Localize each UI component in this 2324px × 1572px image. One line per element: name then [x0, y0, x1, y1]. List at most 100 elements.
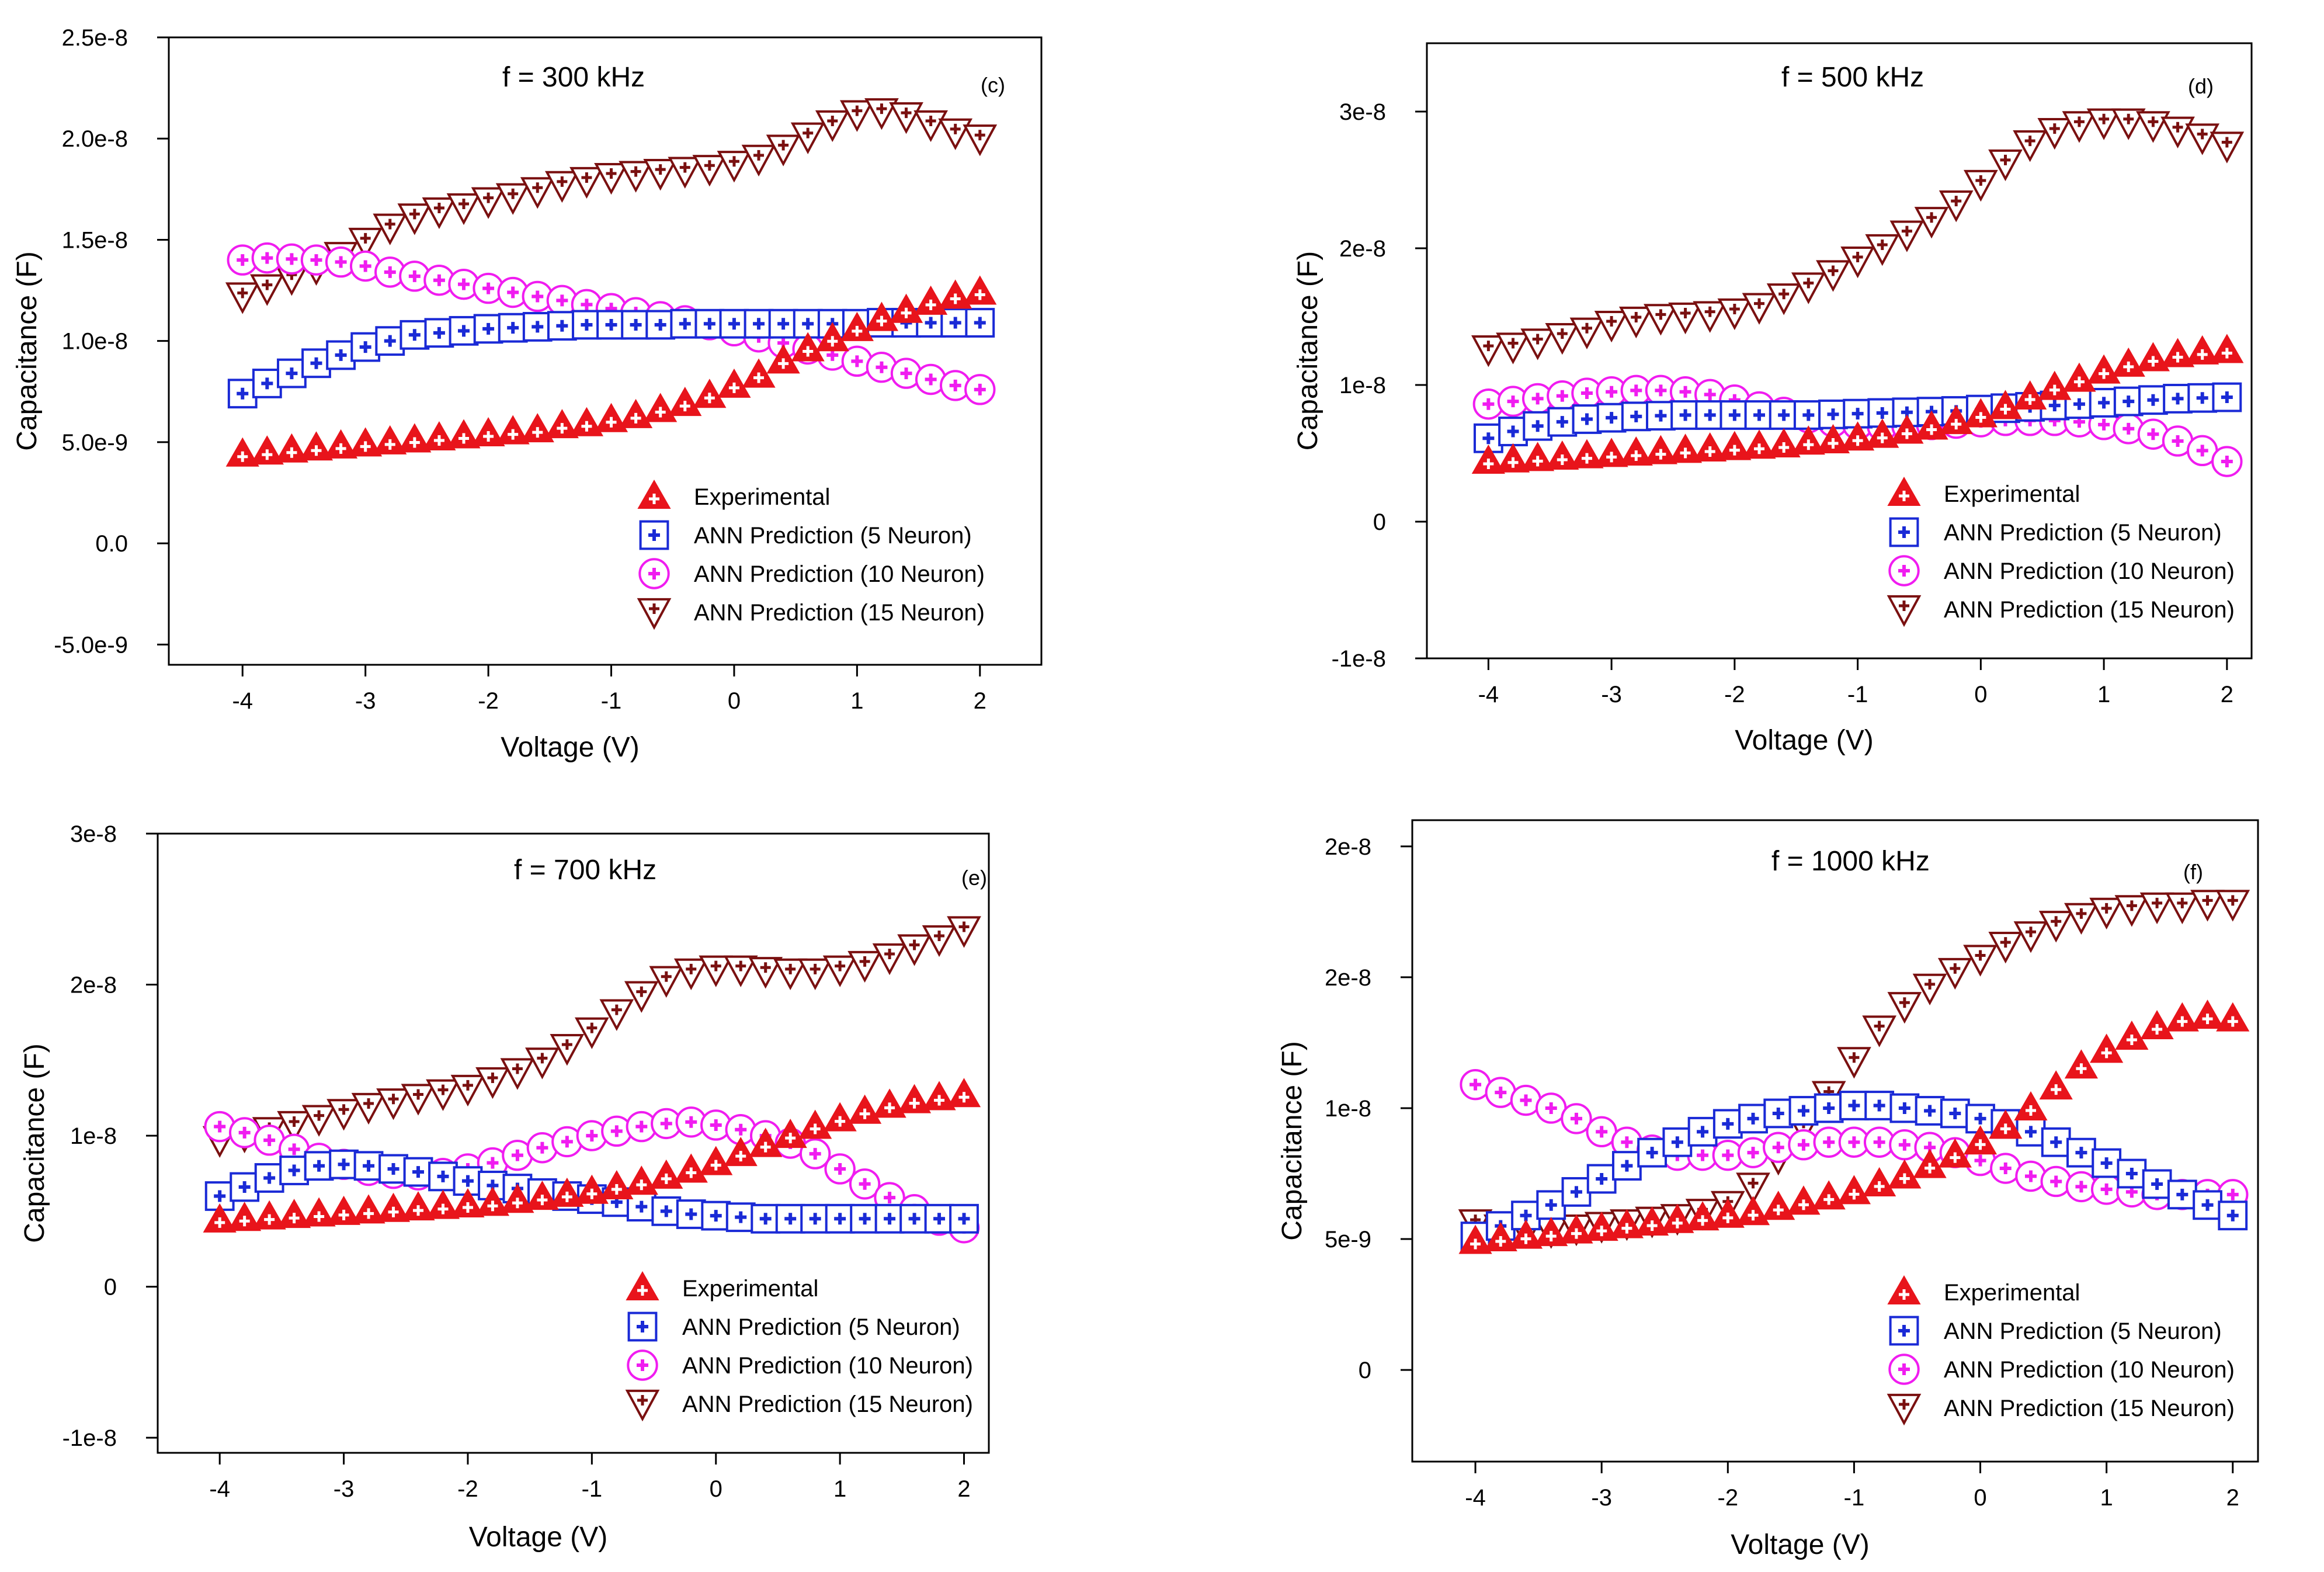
data-point-ann5 [1646, 401, 1676, 431]
y-tick-label: 1e-8 [1325, 1096, 1371, 1122]
data-point-ann15 [2190, 890, 2225, 922]
data-point-experimental [2013, 380, 2047, 410]
x-tick-label: -2 [457, 1476, 478, 1502]
data-point-experimental [1812, 1180, 1846, 1210]
data-point-experimental [864, 301, 899, 331]
legend-marker-ann10 [638, 558, 670, 589]
data-point-experimental [302, 1197, 336, 1227]
data-point-ann5 [1839, 1091, 1869, 1120]
data-point-ann15 [692, 155, 727, 187]
data-point-ann5 [2138, 385, 2168, 415]
data-point-ann5 [453, 1166, 483, 1196]
data-point-experimental [1595, 438, 1628, 467]
data-point-experimental [1742, 429, 1776, 459]
data-point-ann5 [2218, 1200, 2248, 1231]
legend-marker-ann10 [1888, 555, 1920, 587]
data-point-experimental [2216, 1002, 2250, 1032]
chart-title: f = 700 kHz [514, 855, 656, 886]
data-point-ann5 [1892, 397, 1922, 428]
data-point-ann15 [1865, 234, 1900, 266]
data-point-experimental [376, 1192, 411, 1222]
legend: Experimental ANN Prediction (5 Neuron) ANN… [637, 479, 985, 630]
data-point-ann5 [1793, 400, 1823, 430]
data-point-experimental [798, 1109, 832, 1139]
data-point-experimental [2140, 1010, 2174, 1040]
x-tick-label: 1 [850, 688, 863, 714]
data-point-ann10 [349, 250, 381, 282]
series-ann15 [202, 916, 981, 1158]
data-point-experimental [2115, 1020, 2149, 1050]
data-point-experimental [228, 1202, 262, 1231]
data-point-experimental [2087, 354, 2121, 384]
legend-marker-experimental [1887, 476, 1921, 506]
y-axis-title: Capacitance (F) [12, 251, 43, 450]
data-point-ann15 [748, 957, 783, 989]
data-point-ann15 [624, 981, 659, 1013]
data-point-experimental [545, 409, 579, 439]
chart-panel-f: -4 -3 -2 -1 0 1 2 0 5e-9 1e-8 2e-8 2e-8 Voltage (V) C… [1277, 819, 2259, 1560]
y-tick-label: 2e-8 [1325, 834, 1371, 860]
data-point-ann15 [668, 157, 703, 189]
data-point-experimental [668, 387, 702, 417]
data-point-experimental [947, 1078, 981, 1108]
data-point-ann10 [2211, 446, 2243, 477]
x-tick-label: -4 [232, 688, 253, 714]
data-point-ann15 [1912, 973, 1947, 1006]
data-point-ann5 [2113, 386, 2144, 417]
data-point-ann5 [2092, 1148, 2122, 1178]
data-point-ann15 [348, 227, 383, 260]
data-point-experimental [1963, 1125, 1998, 1155]
series-experimental [225, 275, 997, 467]
legend-marker-ann10 [1888, 1354, 1920, 1385]
data-point-experimental [791, 332, 825, 362]
y-tick-label: 2e-8 [1339, 236, 1386, 262]
legend-label-experimental: Experimental [682, 1276, 818, 1302]
legend-label-ann10: ANN Prediction (10 Neuron) [1944, 1357, 2235, 1383]
y-tick-label: 1e-8 [70, 1123, 117, 1149]
data-point-ann5 [1572, 404, 1602, 434]
data-point-experimental [2111, 347, 2145, 377]
data-point-experimental [619, 398, 653, 428]
data-point-experimental [1863, 1167, 1896, 1196]
data-point-ann10 [1460, 1068, 1491, 1101]
data-point-experimental [1545, 440, 1579, 470]
data-point-ann10 [2015, 1160, 2047, 1192]
y-tick-label: 3e-8 [70, 821, 117, 847]
data-point-experimental [742, 358, 776, 388]
x-tick-label: 2 [957, 1476, 970, 1502]
data-point-experimental [724, 1137, 758, 1167]
data-point-experimental [823, 1102, 857, 1132]
data-point-experimental [1890, 414, 1924, 444]
data-point-ann15 [847, 950, 882, 983]
data-point-experimental [299, 431, 334, 461]
data-point-experimental [1767, 428, 1801, 457]
chart-panel-d: -4 -3 -2 -1 0 1 2 -1e-8 0 1e-8 2e-8 3e-8 Voltage (V)… [1293, 42, 2253, 756]
data-point-ann5 [899, 1203, 929, 1234]
data-point-ann5 [825, 1203, 855, 1234]
data-point-ann15 [1618, 306, 1653, 339]
data-point-ann15 [475, 1067, 510, 1099]
data-point-experimental [426, 1189, 460, 1219]
data-point-ann15 [947, 916, 981, 948]
legend-marker-ann15 [1887, 1393, 1922, 1426]
data-point-ann15 [569, 166, 604, 199]
data-point-experimental [1534, 1217, 1568, 1247]
data-point-ann10 [849, 1168, 881, 1200]
data-point-ann5 [449, 315, 479, 346]
data-point-experimental [401, 1191, 435, 1221]
data-point-ann15 [1717, 298, 1752, 331]
legend-marker-ann15 [1887, 595, 1922, 627]
data-point-experimental [1816, 424, 1850, 453]
data-point-ann15 [1791, 272, 1826, 304]
data-point-experimental [2062, 362, 2096, 392]
data-point-ann15 [773, 958, 808, 991]
data-point-ann10 [1990, 1153, 2021, 1184]
data-point-experimental [644, 393, 678, 422]
data-point-ann5 [1814, 1093, 1844, 1123]
data-point-ann15 [717, 151, 752, 183]
data-point-ann15 [500, 1058, 535, 1090]
data-point-ann5 [1662, 1127, 1693, 1157]
data-point-experimental [501, 1184, 534, 1213]
data-point-ann5 [424, 318, 454, 348]
data-point-experimental [575, 1174, 609, 1204]
